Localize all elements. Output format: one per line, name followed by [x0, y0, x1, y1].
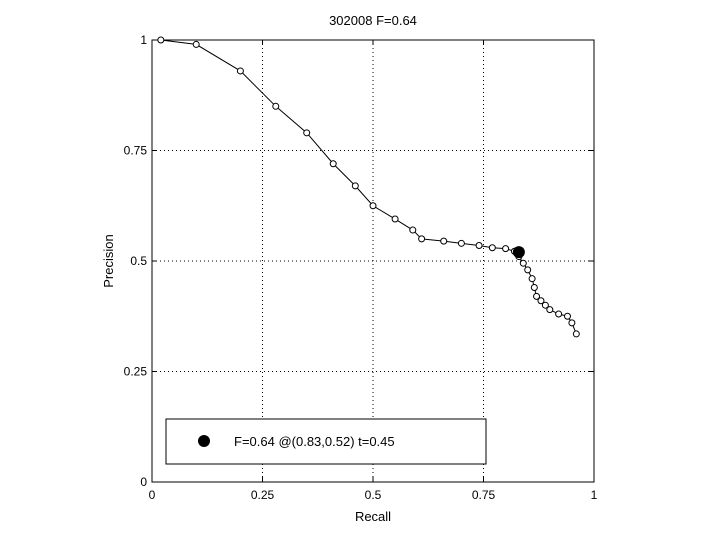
data-point: [157, 36, 165, 44]
data-point: [488, 244, 496, 252]
x-tick-label: 0.75: [472, 488, 496, 502]
data-point: [530, 284, 538, 292]
x-tick-label: 0.5: [365, 488, 382, 502]
data-point: [192, 40, 200, 48]
data-point: [555, 310, 563, 318]
legend: F=0.64 @(0.83,0.52) t=0.45: [165, 418, 487, 465]
chart-title: 302008 F=0.64: [329, 13, 417, 28]
data-point: [524, 266, 532, 274]
x-tick-label: 0.25: [251, 488, 275, 502]
y-tick-label: 1: [140, 33, 147, 47]
data-point: [563, 312, 571, 320]
data-point: [351, 182, 359, 190]
series-layer: [157, 36, 580, 338]
y-tick-label: 0.75: [124, 144, 148, 158]
data-point: [272, 102, 280, 110]
f-measure-point: [512, 246, 525, 259]
data-point: [409, 226, 417, 234]
data-point: [519, 259, 527, 267]
data-point: [236, 67, 244, 75]
data-point: [303, 129, 311, 137]
data-point: [418, 235, 426, 243]
data-point: [541, 301, 549, 309]
data-point: [329, 160, 337, 168]
y-tick-label: 0: [140, 475, 147, 489]
data-point: [528, 275, 536, 283]
data-point: [533, 292, 541, 300]
data-point: [391, 215, 399, 223]
legend-label: F=0.64 @(0.83,0.52) t=0.45: [234, 434, 395, 449]
data-point: [502, 245, 510, 253]
y-tick-label: 0.25: [124, 365, 148, 379]
legend-marker: [198, 435, 210, 447]
data-point: [457, 239, 465, 247]
x-tick-label: 0: [149, 488, 156, 502]
data-point: [572, 330, 580, 338]
x-axis-title: Recall: [355, 509, 391, 524]
y-tick-label: 0.5: [130, 254, 147, 268]
legend-box: [165, 418, 487, 465]
data-point: [537, 297, 545, 305]
x-tick-label: 1: [591, 488, 598, 502]
grid-lines: [152, 40, 594, 482]
data-point: [546, 306, 554, 314]
data-point: [475, 242, 483, 250]
data-point: [369, 202, 377, 210]
axis-ticks: 0 0.25 0.5 0.75 1 0 0.25 0.5 0.75 1: [124, 33, 598, 502]
y-axis-title: Precision: [101, 234, 116, 287]
data-point: [568, 319, 576, 327]
data-point: [440, 237, 448, 245]
